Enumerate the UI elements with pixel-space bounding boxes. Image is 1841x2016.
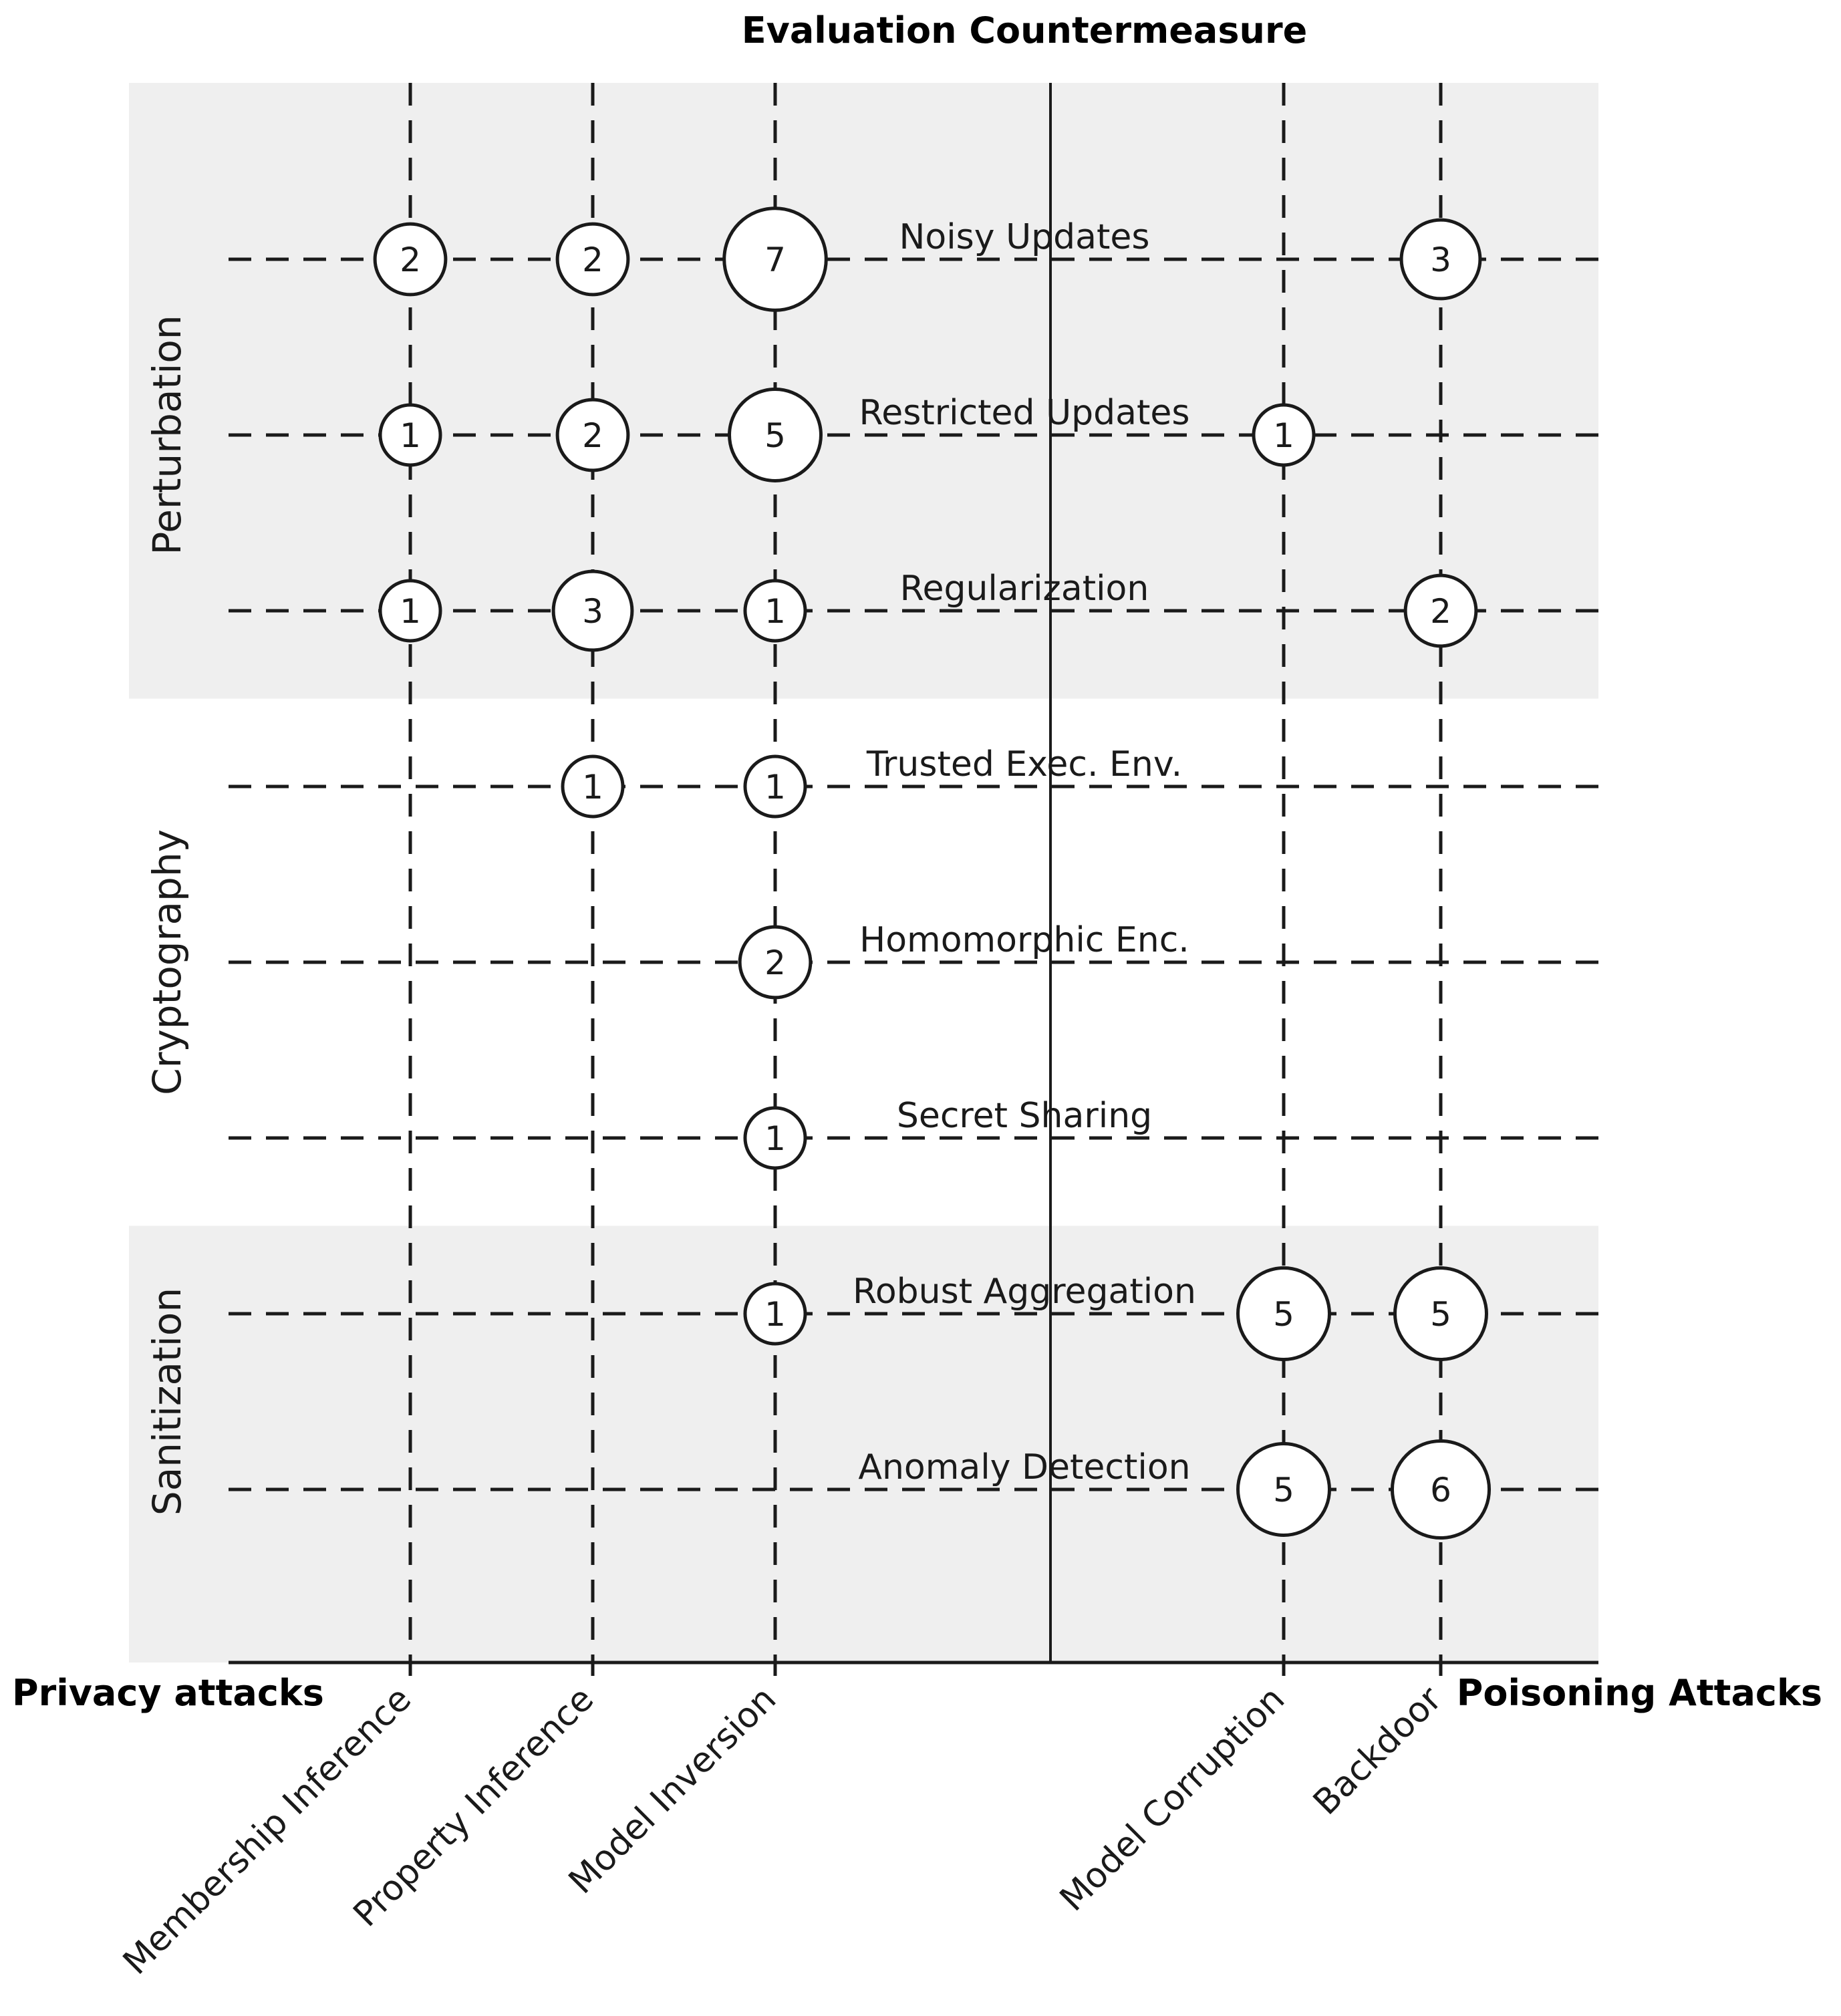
row-label: Trusted Exec. Env.	[866, 744, 1182, 784]
bubble: 2	[555, 398, 630, 472]
bubble-value: 1	[764, 592, 786, 631]
bubbles: 2 2 7 3 1 2 5 1 1 3 1 2 1 1 2 1 1 5 5 5 6	[373, 206, 1492, 1540]
bubble-value: 1	[764, 768, 786, 807]
bubble-value: 2	[764, 944, 786, 982]
group-label: Cryptography	[144, 829, 190, 1095]
bubble-circle	[1252, 403, 1316, 467]
bubble: 3	[1399, 218, 1482, 301]
bubble-value: 5	[1273, 1295, 1294, 1334]
row-label: Restricted Updates	[859, 393, 1189, 433]
x-axis	[229, 1661, 1598, 1676]
bubble: 1	[743, 754, 807, 819]
bubble-value: 3	[582, 592, 603, 631]
row-label: Anomaly Detection	[858, 1447, 1190, 1487]
bubble-value: 6	[1430, 1471, 1451, 1509]
bubble-value: 1	[764, 1295, 786, 1334]
bubble: 1	[378, 403, 442, 467]
row-label: Homomorphic Enc.	[859, 920, 1189, 960]
row-label: Noisy Updates	[899, 217, 1150, 257]
bubble-value: 1	[1273, 416, 1294, 455]
bubble-value: 2	[582, 416, 603, 455]
bubble: 5	[1393, 1266, 1488, 1361]
bubble-value: 1	[582, 768, 603, 807]
bubble-value: 5	[764, 416, 786, 455]
column-label: Model Corruption	[1052, 1679, 1292, 1919]
bubble: 1	[378, 579, 442, 643]
bubble-circle	[1390, 1439, 1492, 1540]
bubble-value: 5	[1273, 1471, 1294, 1509]
poisoning-attacks-label: Poisoning Attacks	[1457, 1672, 1822, 1714]
bubble-value: 2	[1430, 592, 1451, 631]
bubble-value: 1	[400, 592, 421, 631]
bubble: 5	[728, 388, 823, 482]
row-labels: Noisy Updates Restricted Updates Regulariz…	[853, 217, 1196, 1487]
bubble-circle	[743, 579, 807, 643]
group-band	[129, 1226, 1598, 1663]
bubble: 7	[722, 206, 828, 312]
row-label: Secret Sharing	[897, 1096, 1152, 1136]
bubble-circle	[378, 579, 442, 643]
group-band	[129, 83, 1598, 699]
group-labels: Perturbation Cryptography Sanitization	[144, 315, 190, 1516]
bubble-circle	[743, 754, 807, 819]
group-label: Perturbation	[144, 315, 190, 555]
bubble-circle	[555, 222, 630, 297]
bubble-value: 3	[1430, 241, 1451, 279]
chart-title: Evaluation Countermeasure	[742, 9, 1307, 51]
bubble-circle	[722, 206, 828, 312]
bubble-circle	[378, 403, 442, 467]
bubble-circle	[1403, 573, 1478, 648]
row-label: Robust Aggregation	[853, 1272, 1196, 1312]
column-label: Membership Inference	[116, 1679, 419, 1983]
bubble-value: 5	[1430, 1295, 1451, 1334]
group-bands	[129, 83, 1598, 1663]
bubble-value: 1	[764, 1119, 786, 1158]
bubble: 1	[743, 579, 807, 643]
bubble-circle	[561, 754, 625, 819]
bubble-value: 2	[582, 241, 603, 279]
bubble-circle	[1399, 218, 1482, 301]
bubble-circle	[373, 222, 448, 297]
bubble: 2	[738, 925, 813, 1000]
bubble-circle	[1236, 1442, 1331, 1537]
bubble-value: 2	[400, 241, 421, 279]
column-label: Backdoor	[1306, 1679, 1450, 1823]
bubble-circle	[743, 1106, 807, 1170]
group-label: Sanitization	[144, 1288, 190, 1516]
bubble-circle	[728, 388, 823, 482]
bubble: 5	[1236, 1266, 1331, 1361]
bubble-circle	[743, 1282, 807, 1346]
bubble: 1	[1252, 403, 1316, 467]
row-label: Regularization	[900, 569, 1149, 609]
bubble-circle	[1236, 1266, 1331, 1361]
dashed-grid	[229, 83, 1598, 1663]
bubble: 5	[1236, 1442, 1331, 1537]
bubble: 1	[743, 1106, 807, 1170]
bubble: 2	[555, 222, 630, 297]
privacy-attacks-label: Privacy attacks	[12, 1672, 324, 1714]
bubble: 6	[1390, 1439, 1492, 1540]
bubble-value: 1	[400, 416, 421, 455]
bubble-value: 7	[764, 241, 786, 279]
bubble: 1	[561, 754, 625, 819]
bubble-circle	[738, 925, 813, 1000]
bubble: 1	[743, 1282, 807, 1346]
bubble-circle	[555, 398, 630, 472]
bubble: 2	[1403, 573, 1478, 648]
bubble: 2	[373, 222, 448, 297]
bubble-circle	[1393, 1266, 1488, 1361]
bubble-circle	[551, 569, 634, 652]
bubble: 3	[551, 569, 634, 652]
